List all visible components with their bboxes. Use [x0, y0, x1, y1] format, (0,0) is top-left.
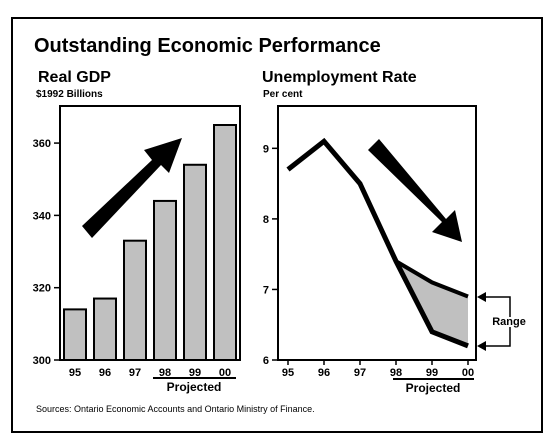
gdp-title: Real GDP	[38, 69, 111, 86]
unemp-range-area	[396, 261, 468, 346]
gdp-y-tick-label: 340	[33, 210, 51, 222]
unemp-projected-label: Projected	[406, 381, 461, 395]
gdp-subtitle: $1992 Billions	[36, 89, 103, 100]
gdp-bar	[183, 163, 207, 361]
unemp-x-tick-label: 98	[390, 367, 402, 379]
gdp-x-tick-label: 99	[189, 367, 201, 379]
unemp-down-arrow	[368, 139, 462, 242]
unemp-line-low	[286, 137, 469, 349]
range-bracket	[483, 296, 511, 347]
gdp-bar	[123, 239, 147, 361]
unemp-lines	[286, 137, 469, 349]
unemp-y-tick-label: 8	[263, 214, 269, 226]
gdp-x-tick-label: 95	[69, 367, 81, 379]
unemp-range-band	[396, 261, 468, 346]
unemployment-panel: Unemployment Rate Per cent 6 7 8 9 95 96 97 98…	[262, 69, 528, 395]
gdp-up-arrow	[82, 138, 182, 238]
gdp-bars	[63, 124, 237, 361]
gdp-y-tick-label: 360	[33, 138, 51, 150]
gdp-x-tick-label: 97	[129, 367, 141, 379]
gdp-x-tick-label: 96	[99, 367, 111, 379]
gdp-bar	[93, 297, 117, 361]
unemp-y-axis: 6 7 8 9	[263, 143, 278, 367]
gdp-x-axis: 95 96 97 98 99 00	[69, 367, 231, 379]
unemp-y-tick-label: 7	[263, 284, 269, 296]
source-note: Sources: Ontario Economic Accounts and O…	[36, 404, 315, 414]
unemp-x-tick-label: 96	[318, 367, 330, 379]
gdp-x-tick-label: 98	[159, 367, 171, 379]
gdp-bar	[153, 199, 177, 361]
unemp-title: Unemployment Rate	[262, 69, 417, 86]
gdp-y-tick-label: 320	[33, 283, 51, 295]
unemp-x-tick-label: 99	[426, 367, 438, 379]
unemp-x-axis: 95 96 97 98 99 00	[282, 360, 474, 379]
unemp-y-tick-label: 6	[263, 355, 269, 367]
unemp-x-tick-label: 00	[462, 367, 474, 379]
gdp-bar	[63, 308, 87, 361]
gdp-x-tick-label: 00	[219, 367, 231, 379]
gdp-y-tick-label: 300	[33, 355, 51, 367]
gdp-bar	[213, 124, 237, 361]
gdp-y-axis: 300 320 340 360	[33, 138, 60, 367]
range-label: Range	[492, 316, 526, 328]
unemp-x-tick-label: 97	[354, 367, 366, 379]
range-arrow-top	[477, 292, 486, 302]
unemp-y-tick-label: 9	[263, 143, 269, 155]
range-arrow-bottom	[477, 341, 486, 351]
gdp-projected-label: Projected	[167, 380, 222, 394]
figure-title: Outstanding Economic Performance	[34, 35, 381, 57]
unemp-x-tick-label: 95	[282, 367, 294, 379]
unemp-line-high	[394, 259, 469, 299]
unemp-subtitle: Per cent	[263, 89, 303, 100]
